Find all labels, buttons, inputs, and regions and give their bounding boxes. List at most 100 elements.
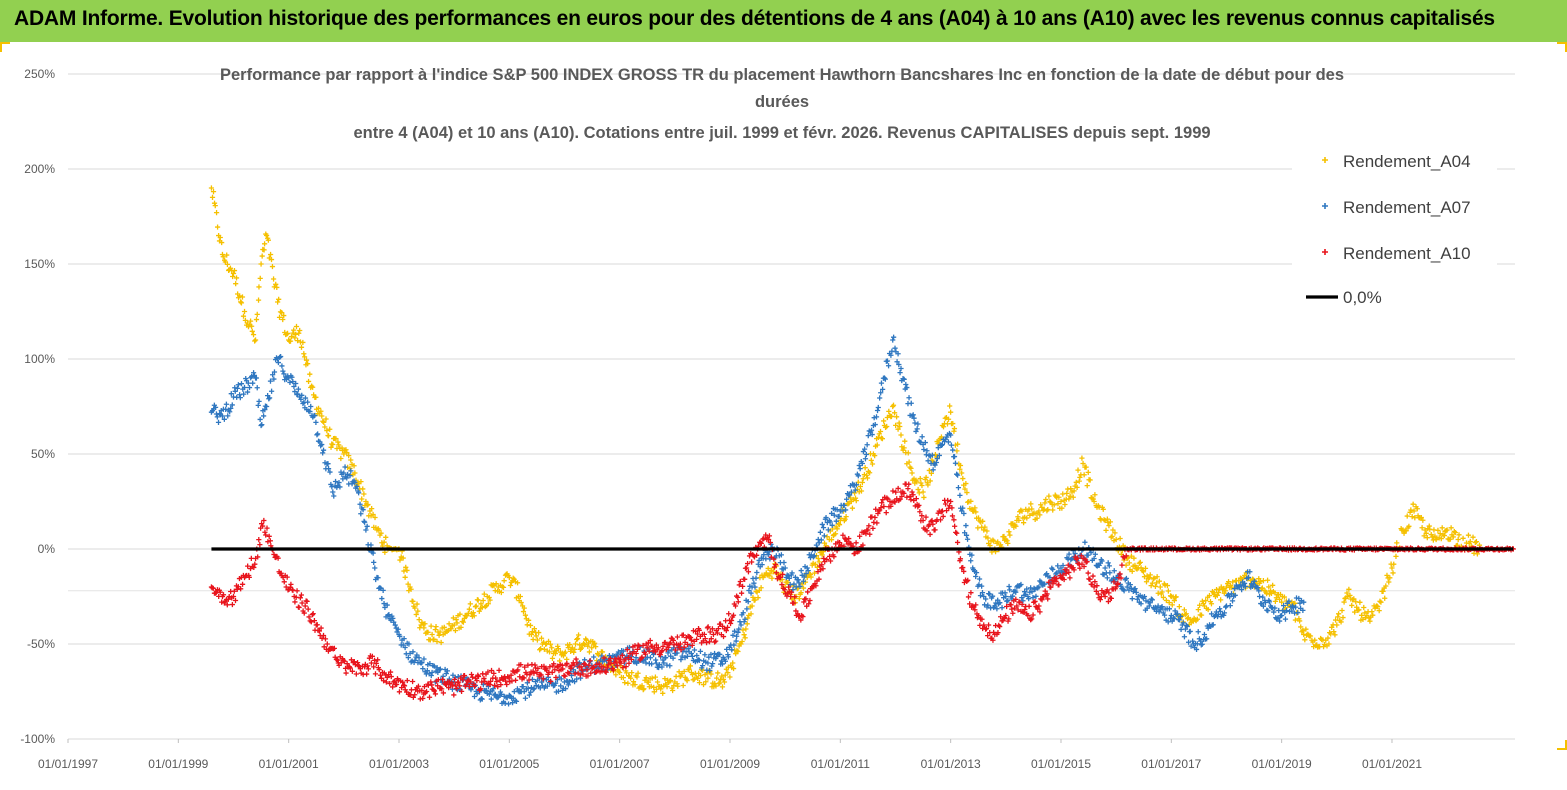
Rendement_A07-point (468, 687, 474, 693)
Rendement_A10-point (304, 598, 310, 604)
Rendement_A10-point (409, 678, 416, 685)
Rendement_A10-point (388, 673, 394, 680)
Rendement_A04-point (1050, 507, 1056, 513)
Rendement_A04-point (1307, 633, 1314, 639)
Rendement_A10-point (1108, 595, 1114, 601)
Rendement_A04-point (473, 603, 479, 609)
Rendement_A10-point (612, 656, 618, 662)
Rendement_A07-point (280, 368, 286, 374)
Rendement_A04-point (1420, 517, 1426, 523)
Rendement_A10-point (773, 570, 780, 576)
Rendement_A04-point (276, 314, 283, 320)
Rendement_A04-point (849, 505, 856, 511)
Rendement_A10-point (1006, 616, 1012, 622)
Rendement_A04-point (1384, 572, 1390, 578)
Rendement_A07-point (976, 582, 982, 588)
Rendement_A04-point (651, 684, 657, 690)
Rendement_A04-point (700, 681, 707, 688)
Rendement_A10-point (708, 636, 714, 642)
x-tick-label: 01/01/2001 (259, 757, 319, 771)
Rendement_A04-point (963, 480, 969, 487)
Rendement_A07-point (843, 507, 849, 513)
Rendement_A07-point (1118, 583, 1124, 589)
Rendement_A04-point (1448, 525, 1454, 531)
Rendement_A07-point (689, 653, 695, 659)
Rendement_A07-point (1245, 574, 1252, 581)
Rendement_A10-point (1046, 579, 1052, 585)
Rendement_A04-point (1136, 560, 1142, 566)
Rendement_A10-point (779, 581, 785, 588)
Rendement_A10-point (496, 667, 502, 674)
Rendement_A07-point (930, 467, 936, 473)
Rendement_A04-point (985, 535, 991, 541)
Rendement_A07-point (857, 466, 863, 472)
Rendement_A10-point (301, 610, 307, 616)
Rendement_A04-point (745, 615, 751, 621)
Rendement_A10-point (256, 536, 262, 543)
Rendement_A04-point (591, 640, 598, 646)
x-tick-label: 01/01/1999 (148, 757, 208, 771)
x-tick-label: 01/01/2017 (1141, 757, 1201, 771)
Rendement_A10-point (979, 616, 985, 622)
Rendement_A10-point (278, 570, 284, 576)
Rendement_A04-point (1356, 607, 1362, 613)
Rendement_A04-point (1205, 606, 1211, 613)
Rendement_A04-point (1203, 597, 1209, 604)
Rendement_A07-point (800, 578, 807, 584)
Rendement_A04-point (917, 475, 923, 482)
Rendement_A07-point (688, 650, 694, 657)
Rendement_A04-point (265, 237, 271, 243)
Rendement_A04-point (1334, 622, 1340, 628)
Rendement_A10-point (522, 664, 528, 670)
Rendement_A07-point (1010, 593, 1016, 599)
Rendement_A04-point (479, 604, 485, 611)
Rendement_A07-point (810, 554, 817, 560)
Rendement_A04-point (338, 455, 344, 462)
Rendement_A07-point (994, 606, 1000, 612)
Rendement_A04-point (408, 586, 414, 592)
chart-title-line: durées (755, 93, 809, 111)
Rendement_A07-point (874, 407, 881, 414)
Rendement_A04-point (1077, 474, 1083, 480)
Rendement_A04-point (1465, 532, 1472, 538)
x-tick-label: 01/01/2019 (1252, 757, 1312, 771)
Rendement_A07-point (513, 698, 520, 704)
Rendement_A07-point (1193, 646, 1200, 653)
Rendement_A04-point (1151, 575, 1157, 581)
Rendement_A07-point (432, 679, 438, 685)
Rendement_A04-point (538, 635, 545, 641)
Rendement_A04-point (297, 327, 303, 334)
Rendement_A07-point (1186, 639, 1192, 645)
Rendement_A04-point (1176, 603, 1182, 610)
Rendement_A07-point (821, 533, 827, 539)
Rendement_A04-point (1047, 498, 1053, 505)
Rendement_A07-point (904, 384, 910, 391)
Rendement_A04-point (742, 635, 748, 641)
Rendement_A10-point (324, 641, 330, 647)
Rendement_A10-point (364, 671, 370, 677)
Rendement_A04-point (1302, 637, 1308, 643)
Rendement_A04-point (381, 539, 387, 545)
Rendement_A04-point (684, 678, 690, 684)
Rendement_A07-point (1134, 596, 1140, 602)
Rendement_A07-point (1131, 586, 1137, 592)
Rendement_A10-point (1115, 580, 1121, 586)
Rendement_A10-point (365, 666, 372, 672)
Rendement_A04-point (1043, 496, 1049, 503)
Rendement_A10-point (238, 586, 244, 592)
Rendement_A04-point (446, 621, 452, 627)
Rendement_A10-point (791, 600, 797, 606)
Rendement_A10-point (1056, 582, 1062, 588)
Rendement_A07-point (852, 487, 858, 493)
Rendement_A07-point (731, 628, 738, 634)
Rendement_A10-point (376, 666, 382, 673)
Rendement_A04-point (1386, 579, 1392, 585)
Rendement_A10-point (344, 661, 350, 667)
Rendement_A10-point (786, 584, 792, 590)
Rendement_A07-point (855, 473, 861, 479)
Rendement_A10-point (471, 683, 478, 689)
Rendement_A10-point (508, 672, 514, 678)
Rendement_A07-point (1195, 629, 1201, 635)
Rendement_A07-point (308, 403, 314, 410)
Rendement_A04-point (1473, 539, 1480, 545)
